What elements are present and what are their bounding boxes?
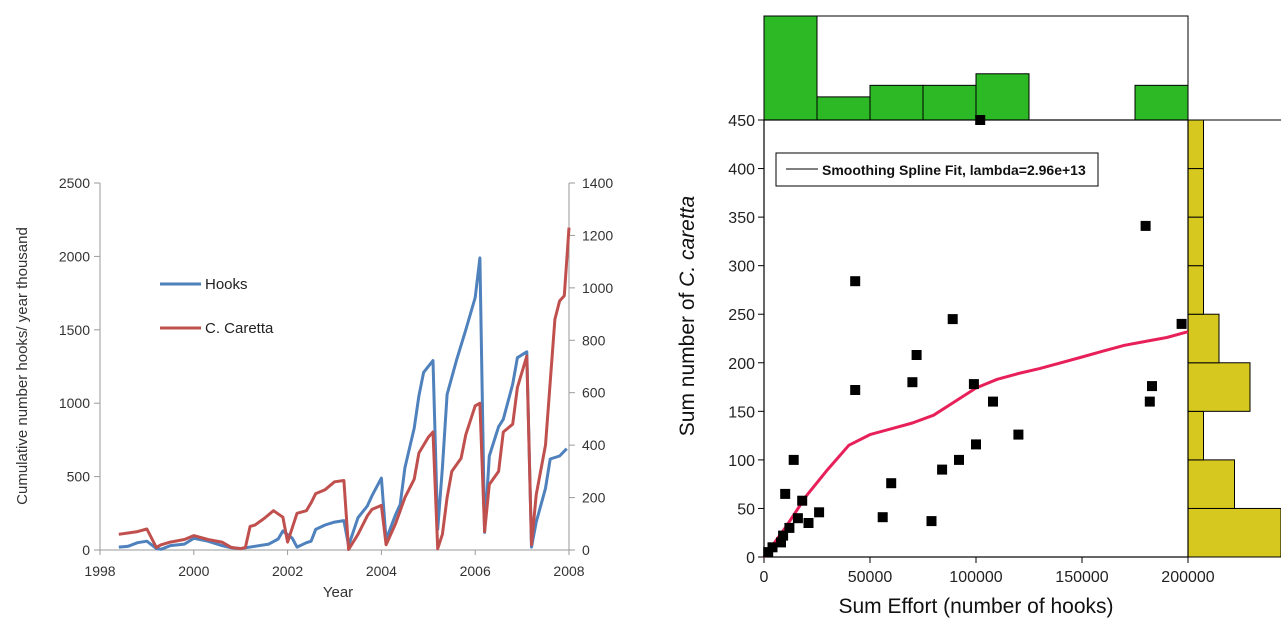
scatter-point: [784, 522, 795, 533]
scatter-point: [1013, 429, 1024, 440]
left-x-axis-label: Year: [323, 584, 353, 601]
left-line-chart: 0 500 1000 1500 2000 2500 0 200 400 600 800 1000 120…: [14, 175, 613, 601]
right-y-tick-label: 0: [582, 542, 590, 558]
scatter-point: [975, 115, 986, 125]
legend-label: Hooks: [205, 276, 248, 293]
right-y-axis-label-species: C. caretta: [676, 196, 699, 287]
scatter-point: [797, 495, 808, 506]
scatter-point: [850, 276, 861, 287]
scatter-point: [850, 385, 861, 395]
scatter-point: [971, 439, 981, 450]
scatter-point: [1147, 381, 1157, 392]
left-y-tick-label: 2000: [59, 248, 90, 264]
y-histogram-bar: [1187, 410, 1204, 461]
right-y-tick-label: 600: [582, 385, 606, 401]
y-histogram-bar: [1187, 459, 1235, 509]
left-y-axis-label: Cumulative number hooks/ year thousand: [14, 227, 31, 505]
scatter-point: [947, 314, 958, 325]
scatter-x-tick-label: 0: [760, 569, 769, 586]
left-x-tick-label: 1998: [84, 563, 115, 579]
x-histogram-bar: [763, 15, 818, 121]
right-y-tick-label: 1000: [582, 280, 613, 296]
scatter-point: [780, 488, 791, 499]
y-histogram-bar: [1187, 216, 1204, 267]
scatter-y-tick-label: 0: [746, 550, 755, 567]
scatter-point: [968, 379, 979, 390]
scatter-y-tick-label: 250: [728, 307, 755, 324]
scatter-point: [792, 513, 803, 524]
series-line-c-caretta: [118, 227, 571, 551]
scatter-y-tick-label: 200: [728, 356, 755, 373]
left-x-tick-label: 2006: [460, 563, 491, 579]
right-scatter-chart: 0 50 100 150 200 250 300 350 400 450 0 50000 100000 1…: [676, 15, 1281, 618]
scatter-x-tick-label: 50000: [848, 569, 893, 586]
left-x-tick-label: 2004: [366, 563, 397, 579]
scatter-point: [778, 530, 789, 541]
scatter-y-tick-label: 100: [728, 453, 755, 470]
legend-label: C. Caretta: [205, 320, 274, 337]
y-histogram-bar: [1187, 362, 1251, 412]
right-y-tick-label: 200: [582, 490, 606, 506]
scatter-point: [911, 350, 922, 360]
scatter-y-tick-label: 50: [737, 501, 755, 518]
scatter-point: [954, 454, 964, 465]
left-y-tick-label: 2500: [59, 175, 90, 191]
y-histogram-bar: [1187, 313, 1220, 364]
y-histogram-bar: [1187, 119, 1204, 170]
x-histogram-bar: [1134, 84, 1189, 121]
x-histogram-bar: [975, 73, 1030, 121]
scatter-point: [1140, 220, 1151, 231]
scatter-point: [926, 516, 937, 527]
right-y-tick-label: 1400: [582, 175, 613, 191]
right-x-axis-label: Sum Effort (number of hooks): [838, 595, 1113, 618]
scatter-y-tick-label: 400: [728, 162, 755, 179]
scatter-point: [776, 537, 786, 548]
scatter-point: [803, 518, 814, 528]
legend-spline-label: Smoothing Spline Fit, lambda=2.96e+13: [822, 162, 1086, 178]
scatter-y-tick-label: 150: [728, 404, 755, 421]
right-y-tick-label: 800: [582, 332, 606, 348]
x-histogram-bar: [816, 96, 871, 121]
right-y-tick-label: 400: [582, 437, 606, 453]
scatter-y-tick-label: 350: [728, 210, 755, 227]
scatter-x-tick-label: 200000: [1161, 569, 1214, 586]
left-x-tick-label: 2000: [178, 563, 209, 579]
left-x-tick-label: 2002: [272, 563, 303, 579]
scatter-point: [814, 507, 825, 518]
left-x-tick-label: 2008: [553, 563, 584, 579]
series-line-hooks: [118, 256, 568, 551]
x-histogram-bar: [922, 84, 977, 121]
scatter-point: [937, 464, 948, 475]
spline-legend-box: Smoothing Spline Fit, lambda=2.96e+13: [775, 152, 1099, 187]
scatter-y-tick-label: 300: [728, 259, 755, 276]
scatter-point: [1144, 396, 1155, 407]
scatter-point: [907, 377, 918, 388]
y-histogram-bar: [1187, 507, 1281, 558]
x-histogram-bar: [869, 84, 924, 121]
left-y-tick-label: 500: [67, 469, 91, 485]
left-y-tick-label: 1500: [59, 322, 90, 338]
y-histogram-bar: [1187, 265, 1204, 315]
left-y-tick-label: 0: [82, 542, 90, 558]
y-histogram-bar: [1187, 168, 1204, 218]
scatter-point: [886, 478, 897, 489]
scatter-point: [988, 396, 998, 407]
left-y-tick-label: 1000: [59, 395, 90, 411]
scatter-point: [877, 512, 888, 523]
right-y-axis-label-prefix: Sum number of: [676, 287, 699, 436]
right-y-axis-label: Sum number of C. caretta: [676, 196, 699, 436]
scatter-x-tick-label: 100000: [949, 569, 1002, 586]
scatter-y-tick-label: 450: [728, 113, 755, 130]
scatter-point: [767, 542, 778, 553]
scatter-point: [788, 454, 799, 465]
scatter-x-tick-label: 150000: [1055, 569, 1108, 586]
scatter-point: [1176, 318, 1187, 329]
right-y-tick-label: 1200: [582, 227, 613, 243]
